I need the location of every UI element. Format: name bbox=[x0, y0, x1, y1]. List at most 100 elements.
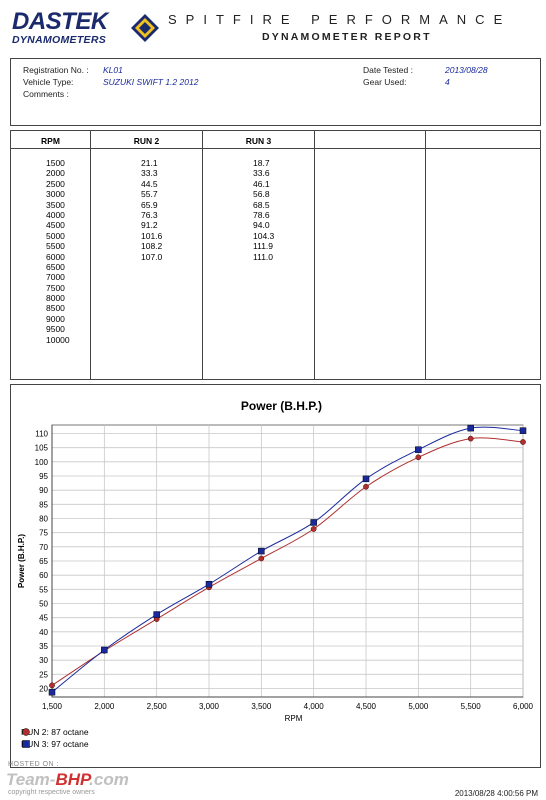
power-table: RPM 1500 2000 2500 3000 3500 4000 4500 5000 5500… bbox=[10, 130, 541, 380]
run2-cell: 65.9 bbox=[141, 199, 158, 210]
run2-values: 21.1 33.3 44.5 55.7 65.9 76.3 91.2 101.6 108.2 10… bbox=[91, 158, 202, 262]
y-tick-label: 60 bbox=[39, 571, 48, 580]
data-point-run3 bbox=[101, 646, 108, 654]
rpm-cell: 6000 bbox=[46, 251, 65, 262]
data-point-run2 bbox=[49, 682, 55, 689]
rpm-cell: 4000 bbox=[46, 209, 65, 220]
run2-cell: 76.3 bbox=[141, 209, 158, 220]
column-4-header bbox=[315, 131, 425, 149]
run3-values: 18.7 33.6 46.1 56.8 68.5 78.6 94.0 104.3 111.9 11… bbox=[203, 158, 314, 262]
x-tick-label: 2,000 bbox=[94, 702, 115, 711]
data-point-run3 bbox=[467, 424, 474, 432]
rpm-cell: 9000 bbox=[46, 313, 65, 324]
rpm-column: RPM 1500 2000 2500 3000 3500 4000 4500 5000 5500… bbox=[11, 131, 91, 379]
data-point-run2 bbox=[258, 555, 265, 562]
y-tick-label: 70 bbox=[39, 543, 48, 552]
x-axis-label: RPM bbox=[285, 714, 303, 723]
series-line-3 bbox=[51, 426, 524, 693]
legend-item-run2: RUN 2: 87 octane bbox=[21, 727, 89, 737]
run2-cell: 101.6 bbox=[141, 230, 163, 241]
y-tick-label: 100 bbox=[35, 458, 49, 467]
run2-cell: 33.3 bbox=[141, 168, 158, 179]
data-point-run3 bbox=[258, 547, 265, 555]
rpm-cell: 8000 bbox=[46, 293, 65, 304]
data-point-run2 bbox=[310, 526, 317, 532]
y-tick-label: 45 bbox=[39, 614, 48, 623]
report-subtitle: DYNAMOMETER REPORT bbox=[262, 31, 432, 43]
legend-item-run3: RUN 3: 97 octane bbox=[21, 739, 89, 749]
x-tick-label: 3,500 bbox=[251, 702, 272, 711]
logo-top-text: DASTEK bbox=[12, 8, 108, 35]
run2-column: RUN 2 21.1 33.3 44.5 55.7 65.9 76.3 91.2 101.6 1… bbox=[91, 131, 203, 379]
run3-cell: 104.3 bbox=[253, 230, 275, 241]
data-point-run3 bbox=[415, 446, 422, 453]
rpm-cell: 1500 bbox=[46, 158, 65, 168]
x-tick-label: 2,500 bbox=[147, 702, 168, 711]
x-tick-label: 5,000 bbox=[408, 702, 429, 711]
data-point-run3 bbox=[48, 688, 56, 696]
x-tick-label: 1,500 bbox=[42, 702, 63, 711]
run2-cell: 108.2 bbox=[141, 241, 163, 252]
report-header: DASTEK DYNAMOMETERS SPITFIRE PERFORMANCE… bbox=[0, 0, 546, 56]
y-axis-label: Power (B.H.P.) bbox=[17, 534, 26, 588]
rpm-cell: 9500 bbox=[46, 324, 65, 335]
data-point-run2 bbox=[520, 439, 526, 445]
rpm-cell: 2500 bbox=[46, 178, 65, 189]
rpm-cell: 4500 bbox=[46, 220, 65, 231]
date-tested-label: Date Tested : bbox=[363, 65, 413, 75]
gear-used-value: 4 bbox=[445, 77, 450, 87]
print-timestamp: 2013/08/28 4:00:56 PM bbox=[454, 789, 538, 798]
square-marker-icon bbox=[22, 740, 30, 748]
run2-cell: 107.0 bbox=[141, 251, 163, 262]
run3-cell: 33.6 bbox=[253, 168, 270, 179]
column-5-header bbox=[426, 131, 540, 149]
y-tick-label: 90 bbox=[39, 486, 48, 495]
registration-value: KL01 bbox=[103, 65, 123, 75]
y-tick-label: 30 bbox=[39, 656, 48, 665]
date-tested-value: 2013/08/28 bbox=[445, 65, 488, 75]
y-tick-label: 105 bbox=[35, 444, 49, 453]
y-tick-label: 55 bbox=[39, 585, 48, 594]
rpm-cell: 8500 bbox=[46, 303, 65, 314]
run3-cell: 111.9 bbox=[253, 241, 274, 252]
gear-used-label: Gear Used: bbox=[363, 77, 407, 87]
vehicle-info-panel: Registration No. : KL01 Vehicle Type: SU… bbox=[10, 58, 541, 126]
rpm-cell: 5500 bbox=[46, 241, 65, 252]
data-point-run3 bbox=[519, 427, 527, 434]
run3-cell: 18.7 bbox=[253, 158, 270, 168]
run3-cell: 68.5 bbox=[253, 199, 270, 210]
rpm-cell: 2000 bbox=[46, 168, 65, 179]
x-tick-label: 6,000 bbox=[513, 702, 534, 711]
comments-label: Comments : bbox=[23, 89, 69, 99]
y-tick-label: 40 bbox=[39, 628, 48, 637]
data-point-run3 bbox=[310, 519, 317, 526]
x-tick-label: 3,000 bbox=[199, 702, 220, 711]
logo-mark-icon bbox=[131, 14, 159, 42]
legend-label: RUN 3: 97 octane bbox=[21, 739, 89, 749]
y-tick-label: 35 bbox=[39, 642, 48, 651]
chart-title: Power (B.H.P.) bbox=[241, 399, 322, 413]
run2-header: RUN 2 bbox=[91, 131, 202, 149]
y-tick-label: 110 bbox=[35, 430, 48, 439]
data-point-run3 bbox=[205, 580, 213, 588]
rpm-values: 1500 2000 2500 3000 3500 4000 4500 5000 5500 6000… bbox=[11, 158, 90, 345]
data-point-run3 bbox=[153, 611, 160, 618]
registration-label: Registration No. : bbox=[23, 65, 89, 75]
vehicle-type-value: SUZUKI SWIFT 1.2 2012 bbox=[103, 77, 199, 87]
y-tick-label: 80 bbox=[39, 515, 48, 524]
y-tick-label: 75 bbox=[39, 529, 48, 538]
run3-header: RUN 3 bbox=[203, 131, 314, 149]
run2-cell: 91.2 bbox=[141, 220, 158, 231]
rpm-header: RPM bbox=[11, 131, 90, 149]
brand-part-b: BHP bbox=[55, 770, 90, 789]
run3-cell: 78.6 bbox=[253, 209, 270, 220]
empty-column-5 bbox=[426, 131, 540, 379]
brand-part-c: .com bbox=[89, 770, 129, 789]
rpm-cell: 6500 bbox=[46, 261, 65, 272]
run2-cell: 21.1 bbox=[141, 158, 158, 168]
y-tick-label: 25 bbox=[39, 670, 48, 679]
x-tick-label: 4,500 bbox=[356, 702, 377, 711]
empty-column-4 bbox=[315, 131, 426, 379]
y-tick-label: 50 bbox=[39, 600, 48, 609]
y-tick-label: 20 bbox=[39, 685, 48, 694]
